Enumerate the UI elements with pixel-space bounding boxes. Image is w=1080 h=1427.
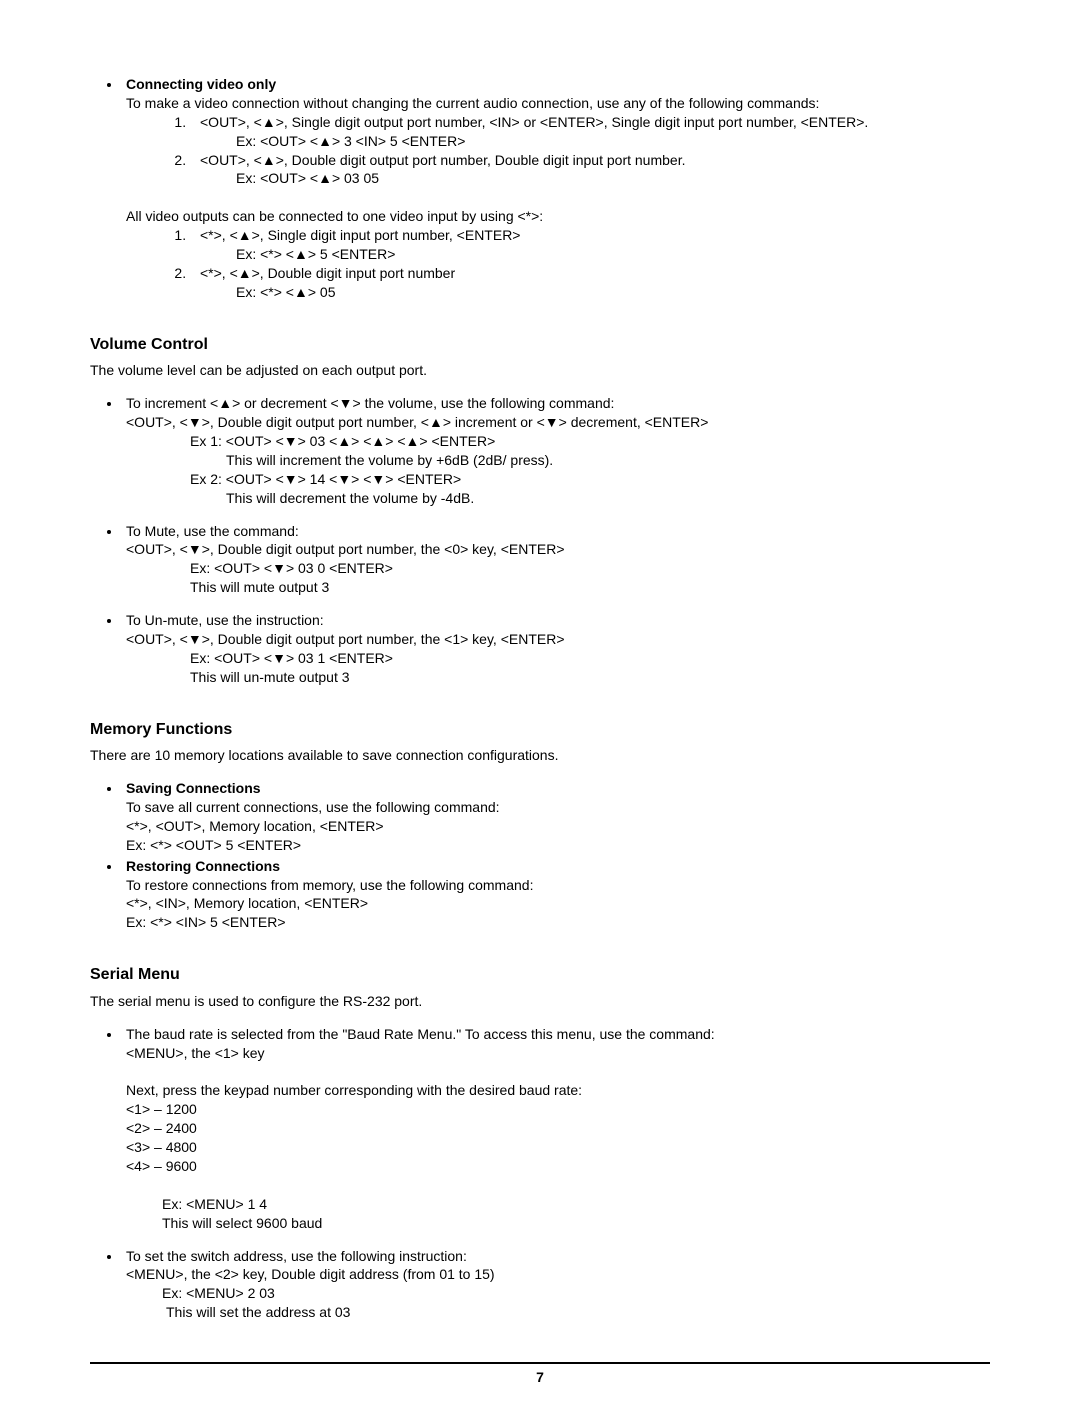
baud-next: Next, press the keypad number correspond… — [126, 1082, 582, 1098]
page-number: 7 — [90, 1368, 990, 1387]
example-text: Ex: <MENU> 2 03 — [162, 1284, 990, 1303]
unmute-list: To Un-mute, use the instruction: <OUT>, … — [90, 611, 990, 687]
list-item: Restoring Connections To restore connect… — [122, 857, 990, 933]
unmute-line2: <OUT>, <▼>, Double digit output port num… — [126, 631, 565, 647]
command-list: <*>, <▲>, Single digit input port number… — [126, 226, 990, 302]
inc-line2: <OUT>, <▼>, Double digit output port num… — [126, 414, 708, 430]
list-item: <*>, <▲>, Single digit input port number… — [190, 226, 990, 264]
cmd-text: <*>, <▲>, Double digit input port number — [200, 265, 455, 281]
example-text: Ex: <OUT> <▼> 03 0 <ENTER> — [190, 559, 990, 578]
baud-line1: The baud rate is selected from the "Baud… — [126, 1026, 715, 1042]
example-text: Ex 2: <OUT> <▼> 14 <▼> <▼> <ENTER> — [190, 470, 990, 489]
list-item: <OUT>, <▲>, Double digit output port num… — [190, 151, 990, 189]
volume-heading: Volume Control — [90, 334, 990, 356]
example-note: This will un-mute output 3 — [190, 668, 990, 687]
example-text: Ex 1: <OUT> <▼> 03 <▲> <▲> <▲> <ENTER> — [190, 432, 990, 451]
example-note: This will set the address at 03 — [166, 1303, 990, 1322]
serial-heading: Serial Menu — [90, 964, 990, 986]
baud-rate: <4> – 9600 — [126, 1158, 197, 1174]
save-line: To save all current connections, use the… — [126, 799, 500, 815]
save-cmd: <*>, <OUT>, Memory location, <ENTER> — [126, 818, 384, 834]
list-item: <*>, <▲>, Double digit input port number… — [190, 264, 990, 302]
list-item: To set the switch address, use the follo… — [122, 1247, 990, 1323]
save-ex: Ex: <*> <OUT> 5 <ENTER> — [126, 837, 301, 853]
serial-list: The baud rate is selected from the "Baud… — [90, 1025, 990, 1233]
list-item: Connecting video only To make a video co… — [122, 75, 990, 302]
memory-heading: Memory Functions — [90, 719, 990, 741]
example-text: Ex: <*> <▲> 5 <ENTER> — [236, 245, 990, 264]
volume-intro: The volume level can be adjusted on each… — [90, 361, 990, 380]
example-note: This will select 9600 baud — [162, 1214, 990, 1233]
footer-rule — [90, 1362, 990, 1364]
list-item: To Mute, use the command: <OUT>, <▼>, Do… — [122, 522, 990, 598]
example-note: This will decrement the volume by -4dB. — [226, 489, 990, 508]
list-item: The baud rate is selected from the "Baud… — [122, 1025, 990, 1233]
example-text: Ex: <OUT> <▲> 3 <IN> 5 <ENTER> — [236, 132, 990, 151]
mute-line2: <OUT>, <▼>, Double digit output port num… — [126, 541, 565, 557]
subsection-title: Connecting video only — [126, 76, 276, 92]
list-item: Saving Connections To save all current c… — [122, 779, 990, 855]
cmd-text: <OUT>, <▲>, Single digit output port num… — [200, 114, 868, 130]
save-title: Saving Connections — [126, 780, 261, 796]
example-note: This will increment the volume by +6dB (… — [226, 451, 990, 470]
example-text: Ex: <MENU> 1 4 — [162, 1195, 990, 1214]
all-outputs-text: All video outputs can be connected to on… — [126, 208, 543, 224]
serial-addr-list: To set the switch address, use the follo… — [90, 1247, 990, 1323]
list-item: To Un-mute, use the instruction: <OUT>, … — [122, 611, 990, 687]
cmd-text: <OUT>, <▲>, Double digit output port num… — [200, 152, 685, 168]
command-list: <OUT>, <▲>, Single digit output port num… — [126, 113, 990, 189]
addr-line1: To set the switch address, use the follo… — [126, 1248, 467, 1264]
cmd-text: <*>, <▲>, Single digit input port number… — [200, 227, 520, 243]
list-item: <OUT>, <▲>, Single digit output port num… — [190, 113, 990, 151]
example-text: Ex: <*> <▲> 05 — [236, 283, 990, 302]
inc-line1: To increment <▲> or decrement <▼> the vo… — [126, 395, 614, 411]
volume-list: To increment <▲> or decrement <▼> the vo… — [90, 394, 990, 507]
baud-rate: <2> – 2400 — [126, 1120, 197, 1136]
restore-ex: Ex: <*> <IN> 5 <ENTER> — [126, 914, 286, 930]
unmute-line1: To Un-mute, use the instruction: — [126, 612, 324, 628]
restore-cmd: <*>, <IN>, Memory location, <ENTER> — [126, 895, 368, 911]
example-text: Ex: <OUT> <▲> 03 05 — [236, 169, 990, 188]
addr-line2: <MENU>, the <2> key, Double digit addres… — [126, 1266, 495, 1282]
mute-list: To Mute, use the command: <OUT>, <▼>, Do… — [90, 522, 990, 598]
baud-line2: <MENU>, the <1> key — [126, 1045, 265, 1061]
mute-line1: To Mute, use the command: — [126, 523, 299, 539]
serial-intro: The serial menu is used to configure the… — [90, 992, 990, 1011]
baud-rate: <3> – 4800 — [126, 1139, 197, 1155]
restore-title: Restoring Connections — [126, 858, 280, 874]
memory-list: Saving Connections To save all current c… — [90, 779, 990, 932]
example-note: This will mute output 3 — [190, 578, 990, 597]
intro-text: To make a video connection without chang… — [126, 95, 819, 111]
example-text: Ex: <OUT> <▼> 03 1 <ENTER> — [190, 649, 990, 668]
baud-rate: <1> – 1200 — [126, 1101, 197, 1117]
connecting-video-section: Connecting video only To make a video co… — [90, 75, 990, 302]
list-item: To increment <▲> or decrement <▼> the vo… — [122, 394, 990, 507]
memory-intro: There are 10 memory locations available … — [90, 746, 990, 765]
restore-line: To restore connections from memory, use … — [126, 877, 533, 893]
